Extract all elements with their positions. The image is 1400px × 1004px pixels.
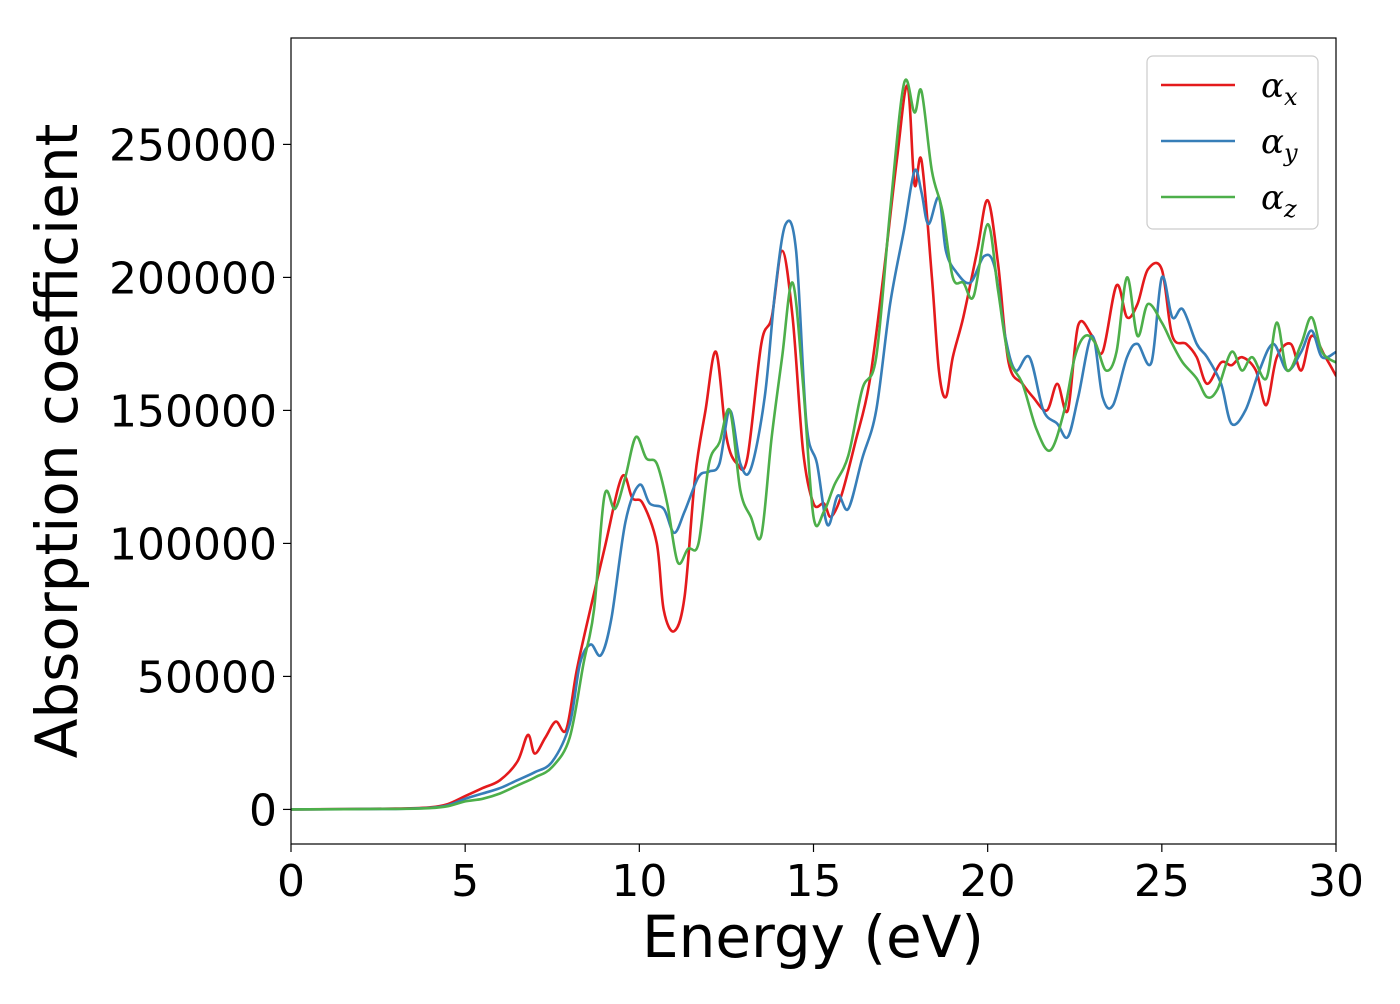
y-tick-label: 150000: [109, 386, 277, 437]
series-line-z: [291, 78, 1336, 811]
x-tick-label: 0: [277, 856, 305, 907]
legend-box: [1146, 55, 1319, 230]
y-tick-label: 250000: [109, 120, 277, 171]
series-line-y: [291, 168, 1336, 811]
y-tick-label: 0: [249, 785, 277, 836]
legend-label-subscript: x: [1284, 83, 1298, 111]
legend-label-y: αy: [1261, 122, 1298, 167]
legend-label-subscript: z: [1283, 195, 1297, 223]
legend-label-base: α: [1261, 122, 1284, 162]
legend-label-subscript: y: [1283, 139, 1298, 167]
x-tick-label: 20: [960, 856, 1016, 907]
x-axis-title: Energy (eV): [642, 903, 984, 971]
legend-label-base: α: [1261, 178, 1284, 218]
series-layer: [291, 78, 1336, 811]
y-tick-label: 100000: [109, 519, 277, 570]
x-tick-label: 30: [1308, 856, 1364, 907]
x-tick-label: 10: [611, 856, 667, 907]
legend-label-x: αx: [1261, 66, 1298, 111]
x-tick-label: 15: [786, 856, 842, 907]
x-axis: 0 5 10 15 20 25 30: [277, 844, 1364, 907]
y-axis-title: Absorption coefficient: [23, 124, 91, 759]
y-tick-label: 200000: [109, 253, 277, 304]
x-tick-label: 5: [451, 856, 479, 907]
x-tick-label: 25: [1134, 856, 1190, 907]
y-tick-label: 50000: [137, 652, 277, 703]
y-axis: 0 50000 100000 150000 200000 250000: [109, 120, 291, 836]
legend-label-base: α: [1261, 66, 1284, 106]
legend-label-z: αz: [1261, 178, 1297, 223]
